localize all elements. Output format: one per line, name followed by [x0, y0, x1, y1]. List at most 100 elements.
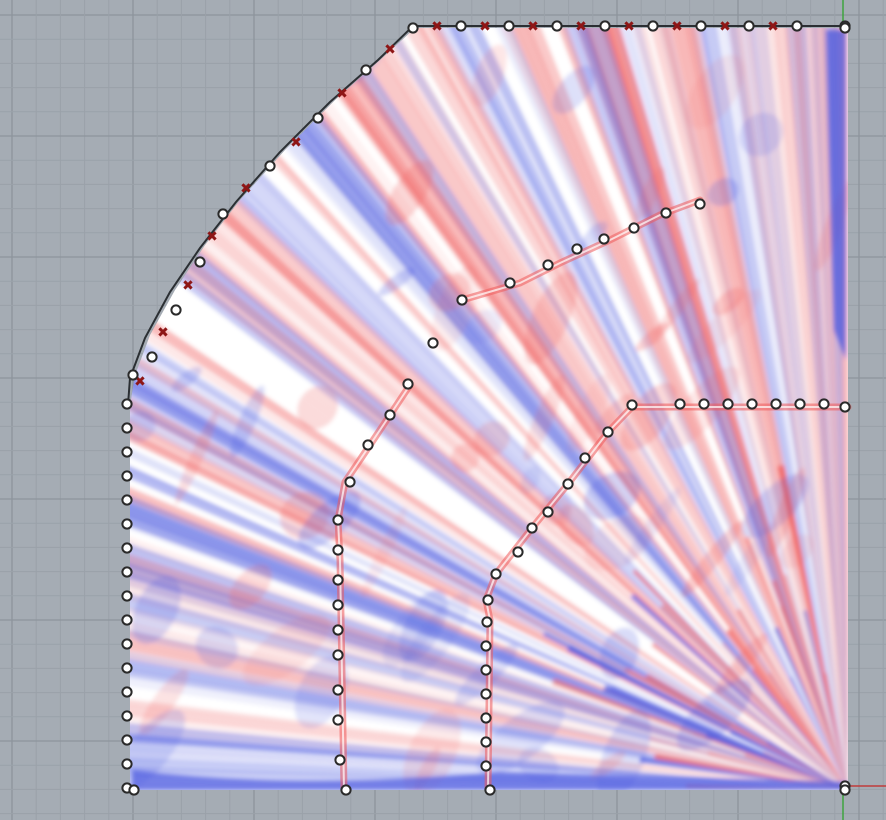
node-marker-icon	[332, 714, 344, 726]
node-marker-icon	[194, 256, 206, 268]
stress-blob	[298, 491, 361, 550]
stress-blob	[685, 54, 744, 129]
fixed-support-icon: ✖	[671, 19, 683, 35]
node-marker-icon	[512, 546, 524, 558]
node-marker-icon	[121, 470, 133, 482]
node-marker-icon	[427, 337, 439, 349]
stress-blob	[229, 564, 272, 610]
node-marker-icon	[674, 398, 686, 410]
stress-ray	[510, 28, 848, 790]
node-marker-icon	[332, 649, 344, 661]
stress-blob	[230, 385, 265, 458]
stress-ray-near	[780, 606, 848, 790]
node-marker-icon	[480, 760, 492, 772]
stress-blob	[130, 410, 156, 442]
stress-blob	[386, 160, 434, 225]
fixed-support-icon: ✖	[240, 181, 252, 197]
stress-ray-near	[733, 664, 848, 790]
stress-ray	[130, 79, 848, 790]
stress-ray	[130, 28, 848, 790]
stress-ray	[130, 221, 848, 790]
node-marker-icon	[551, 20, 563, 32]
stress-blob	[400, 593, 470, 683]
node-marker-icon	[332, 574, 344, 586]
node-marker-icon	[121, 734, 133, 746]
stress-ray	[130, 579, 848, 790]
stress-ray	[130, 424, 848, 790]
stress-ray	[130, 207, 848, 790]
stress-ray	[130, 28, 848, 790]
node-marker-icon	[770, 398, 782, 410]
stress-ray	[130, 28, 848, 790]
stress-blob	[681, 520, 744, 598]
stress-ray	[130, 28, 848, 790]
stress-ray-near	[785, 699, 848, 790]
node-marker-icon	[332, 514, 344, 526]
stress-blob	[294, 656, 349, 729]
node-marker-icon	[121, 710, 133, 722]
node-marker-icon	[490, 568, 502, 580]
fixed-support-icon: ✖	[182, 278, 194, 294]
fixed-support-icon: ✖	[527, 19, 539, 35]
member-line	[336, 384, 411, 791]
stress-ray	[130, 506, 848, 790]
stress-ray	[130, 28, 848, 790]
stress-blob	[589, 750, 626, 781]
stress-ray	[130, 445, 848, 790]
stress-blob	[132, 575, 181, 645]
node-marker-icon	[818, 398, 830, 410]
node-marker-icon	[407, 22, 419, 34]
node-marker-icon	[482, 594, 494, 606]
stress-ray-near	[726, 629, 848, 790]
stress-blob	[464, 309, 502, 344]
node-marker-icon	[626, 399, 638, 411]
stress-blob	[431, 266, 479, 351]
node-marker-icon	[121, 398, 133, 410]
fixed-support-icon: ✖	[767, 19, 779, 35]
node-marker-icon	[121, 638, 133, 650]
stress-ray-near	[660, 603, 848, 790]
stress-blob	[738, 112, 784, 157]
fixed-support-icon: ✖	[134, 374, 146, 390]
stress-blob	[382, 590, 445, 667]
node-marker-icon	[362, 439, 374, 451]
stress-ray	[130, 28, 848, 790]
stress-ray	[130, 680, 848, 790]
stress-blob	[620, 383, 677, 451]
node-marker-icon	[484, 784, 496, 796]
node-marker-icon	[791, 20, 803, 32]
stress-ray	[130, 28, 848, 790]
node-marker-icon	[402, 378, 414, 390]
fixed-support-icon: ✖	[431, 19, 443, 35]
stress-blob	[175, 410, 218, 505]
node-markers[interactable]	[121, 20, 851, 796]
stress-blob	[676, 679, 753, 751]
stress-blob	[243, 613, 331, 686]
stress-blob	[687, 289, 761, 363]
node-marker-icon	[332, 684, 344, 696]
stress-ray	[130, 96, 848, 790]
stress-ray	[130, 624, 848, 790]
stress-ray	[130, 695, 848, 790]
node-marker-icon	[121, 758, 133, 770]
stress-ray-near	[744, 536, 848, 790]
stress-ray-near	[721, 642, 848, 790]
stress-blob	[712, 287, 744, 316]
stress-blob	[451, 443, 479, 472]
node-marker-icon	[481, 616, 493, 628]
stress-ray	[130, 174, 848, 790]
node-marker-icon	[312, 112, 324, 124]
stress-ray	[130, 602, 848, 790]
stress-ray-near	[651, 642, 848, 790]
stress-ray	[507, 28, 848, 790]
node-marker-icon	[480, 688, 492, 700]
node-marker-icon	[146, 351, 158, 363]
stress-ray	[130, 71, 848, 790]
node-marker-icon	[598, 233, 610, 245]
node-marker-icon	[542, 259, 554, 271]
node-marker-icon	[660, 207, 672, 219]
